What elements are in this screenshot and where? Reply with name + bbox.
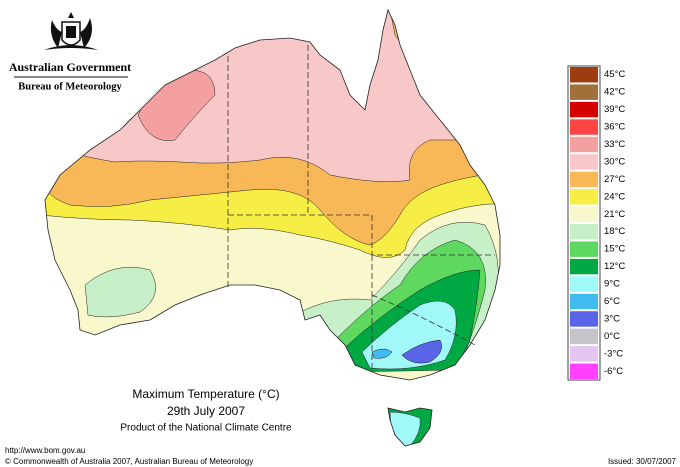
legend-swatch xyxy=(570,241,598,257)
legend-swatch xyxy=(570,101,598,118)
legend-swatch xyxy=(570,224,598,240)
region-18-sw xyxy=(84,266,156,318)
map-title: Maximum Temperature (°C) xyxy=(132,387,279,401)
legend-swatch xyxy=(570,293,598,310)
agency-name: Australian Government xyxy=(9,60,131,74)
tasmania xyxy=(388,408,432,446)
footer-url: http://www.bom.gov.au xyxy=(5,446,85,455)
legend-label: 33°C xyxy=(604,139,625,150)
legend-swatch xyxy=(570,328,598,345)
legend-label: 12°C xyxy=(604,261,625,272)
coastline xyxy=(44,8,501,381)
legend-label: 18°C xyxy=(604,226,625,237)
state-borders xyxy=(227,45,495,370)
legend-frame xyxy=(567,65,601,381)
legend-label: 21°C xyxy=(604,209,625,220)
legend-label: 3°C xyxy=(604,313,620,324)
legend-swatch xyxy=(570,346,598,362)
crest xyxy=(44,12,98,50)
map-date: 29th July 2007 xyxy=(167,404,245,418)
legend-label: 9°C xyxy=(604,279,620,290)
legend-swatch xyxy=(570,119,598,135)
region-6b xyxy=(371,348,393,359)
legend-swatch xyxy=(570,154,598,170)
legend-swatch xyxy=(570,67,598,83)
legend-label: 45°C xyxy=(604,69,625,80)
legend-swatch xyxy=(570,84,598,100)
legend-swatch xyxy=(570,136,598,153)
legend-swatch xyxy=(570,276,598,292)
legend-label: -3°C xyxy=(604,348,623,359)
footer-issued: Issued: 30/07/2007 xyxy=(608,457,677,466)
legend-label: 24°C xyxy=(604,191,625,202)
footer-copyright: © Commonwealth of Australia 2007, Austra… xyxy=(5,457,253,466)
legend-label: 39°C xyxy=(604,104,625,115)
legend-label: 42°C xyxy=(604,87,625,98)
legend-swatch xyxy=(570,206,598,222)
region-6 xyxy=(401,339,442,364)
legend-swatch xyxy=(570,363,598,379)
legend-label: 30°C xyxy=(604,156,625,167)
legend-label: 36°C xyxy=(604,122,625,133)
legend-swatch xyxy=(570,311,598,327)
tas-outline xyxy=(387,407,433,447)
bureau-name: Bureau of Meteorology xyxy=(18,81,122,92)
legend-label: -6°C xyxy=(604,366,623,377)
legend-label: 27°C xyxy=(604,174,625,185)
legend-label: 15°C xyxy=(604,244,625,255)
legend-swatch xyxy=(570,258,598,275)
legend-label: 6°C xyxy=(604,296,620,307)
legend-label: 0°C xyxy=(604,331,620,342)
legend: 45°C 42°C 39°C 36°C 33°C 30°C 27°C 24°C 21°C 18°C… xyxy=(567,65,625,381)
border-nsw-vic xyxy=(371,294,476,346)
map-product: Product of the National Climate Centre xyxy=(120,423,292,434)
legend-swatch xyxy=(570,171,598,188)
legend-swatch xyxy=(570,189,598,205)
